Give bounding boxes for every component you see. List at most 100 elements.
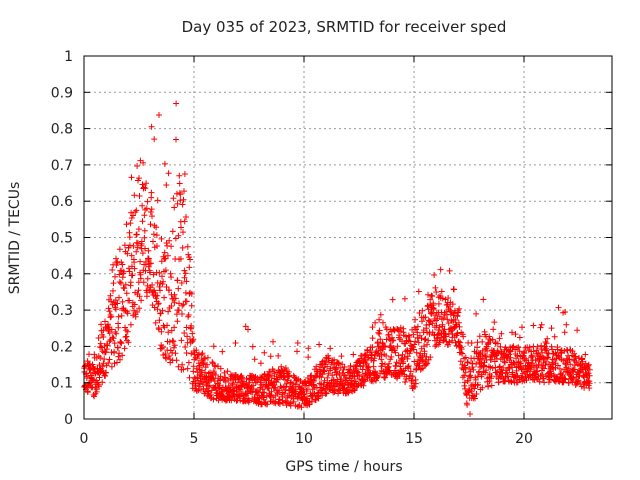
data-point	[574, 378, 581, 385]
data-point	[561, 329, 568, 336]
data-point	[111, 340, 118, 347]
data-point	[100, 334, 107, 340]
data-point	[210, 343, 217, 350]
data-point	[216, 382, 223, 389]
data-point	[228, 397, 235, 404]
data-point	[157, 287, 163, 294]
data-point	[143, 180, 150, 187]
data-point	[172, 295, 179, 302]
data-point	[142, 245, 148, 252]
data-point	[217, 373, 224, 380]
data-point	[219, 348, 226, 355]
data-point	[182, 270, 189, 277]
data-point	[399, 368, 406, 375]
data-point	[476, 333, 483, 340]
data-point	[138, 297, 145, 304]
data-point	[105, 321, 112, 328]
y-tick-labels: 0 0.1 0.2 0.3 0.4 0.5 0.6 0.7 0.8 0.9 1	[51, 49, 73, 428]
data-point	[585, 361, 592, 368]
data-point	[116, 246, 123, 253]
data-point	[166, 287, 173, 294]
data-point	[409, 373, 416, 380]
data-point	[159, 307, 166, 314]
data-point	[109, 334, 116, 341]
data-point	[124, 310, 131, 317]
data-point	[141, 212, 148, 219]
data-point	[106, 330, 113, 337]
data-point	[175, 285, 182, 292]
data-point	[337, 364, 344, 371]
data-point	[122, 324, 128, 331]
data-point	[488, 373, 495, 380]
data-point	[213, 386, 220, 393]
x-tick-label: 20	[515, 431, 533, 447]
data-point	[275, 352, 282, 359]
data-point	[551, 356, 558, 363]
data-point	[542, 362, 549, 368]
data-point	[444, 316, 451, 323]
x-axis-label: GPS time / hours	[285, 459, 402, 475]
data-point	[97, 355, 104, 361]
data-point	[183, 298, 190, 305]
data-point	[154, 306, 161, 313]
data-point	[419, 307, 426, 314]
data-point	[347, 362, 354, 369]
data-point	[206, 382, 213, 389]
data-point	[131, 265, 138, 272]
data-point	[470, 366, 477, 373]
data-point	[563, 321, 570, 328]
data-point	[99, 363, 106, 370]
data-point	[147, 221, 154, 228]
data-point	[179, 311, 185, 317]
data-point	[382, 343, 389, 350]
data-point	[554, 346, 561, 353]
data-point	[402, 340, 409, 347]
data-point	[249, 343, 256, 350]
data-point	[139, 202, 146, 209]
data-point	[137, 275, 144, 282]
data-point	[567, 361, 574, 368]
data-point	[141, 234, 148, 241]
data-point	[446, 338, 453, 345]
data-point	[466, 365, 473, 372]
data-point	[411, 358, 418, 365]
data-point	[148, 123, 155, 130]
data-point	[565, 380, 572, 386]
data-point	[494, 340, 501, 347]
data-point	[168, 327, 175, 334]
data-point	[184, 333, 191, 340]
data-point	[582, 351, 589, 358]
data-point	[370, 378, 376, 385]
data-point	[193, 347, 200, 354]
data-point	[311, 384, 318, 390]
data-point	[150, 238, 156, 245]
data-point	[121, 345, 128, 352]
data-point	[388, 353, 395, 360]
data-point	[586, 366, 593, 373]
data-point	[507, 348, 514, 355]
data-point	[405, 363, 412, 369]
data-point	[108, 363, 115, 370]
data-point	[119, 298, 126, 305]
data-point	[222, 397, 229, 404]
data-point	[114, 300, 121, 307]
data-point	[354, 382, 361, 389]
data-point	[465, 377, 471, 384]
data-point	[190, 368, 197, 375]
data-point	[322, 389, 329, 396]
y-tick-label: 0.7	[51, 158, 73, 174]
data-point	[251, 356, 258, 363]
data-point	[229, 381, 236, 388]
data-point	[542, 339, 549, 345]
data-point	[282, 376, 288, 383]
data-point	[345, 387, 352, 393]
data-point	[555, 304, 562, 311]
data-point	[329, 372, 336, 379]
data-point	[108, 326, 115, 333]
data-point	[361, 376, 368, 383]
data-point	[412, 316, 419, 323]
data-point	[353, 362, 360, 369]
data-point	[201, 355, 207, 362]
data-point	[215, 385, 222, 392]
